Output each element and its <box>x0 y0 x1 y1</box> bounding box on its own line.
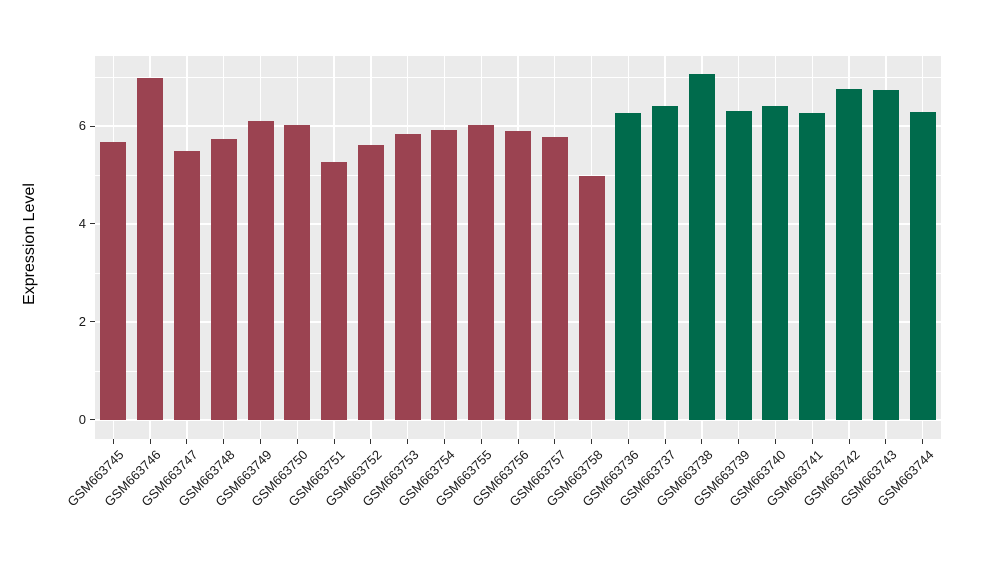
bar-GSM663745 <box>100 141 127 420</box>
bar-GSM663742 <box>836 88 863 420</box>
y-tick-mark <box>90 125 95 127</box>
bar-GSM663753 <box>394 133 421 420</box>
bar-GSM663749 <box>247 121 274 420</box>
x-tick-mark <box>627 439 629 444</box>
x-tick-mark <box>186 439 188 444</box>
bar-GSM663743 <box>872 90 899 420</box>
bar-GSM663754 <box>431 129 458 420</box>
x-tick-mark <box>443 439 445 444</box>
bar-GSM663744 <box>909 111 936 420</box>
x-tick-mark <box>701 439 703 444</box>
y-tick-label: 4 <box>78 215 86 231</box>
y-tick-label: 6 <box>78 118 86 134</box>
x-tick-mark <box>370 439 372 444</box>
bar-GSM663750 <box>284 124 311 420</box>
y-tick-mark <box>90 419 95 421</box>
x-tick-mark <box>591 439 593 444</box>
x-tick-mark <box>811 439 813 444</box>
x-tick-mark <box>922 439 924 444</box>
x-tick-mark <box>407 439 409 444</box>
x-tick-mark <box>774 439 776 444</box>
bar-GSM663746 <box>137 78 164 420</box>
bar-GSM663752 <box>357 145 384 420</box>
x-tick-mark <box>260 439 262 444</box>
gridline-minor <box>95 76 941 78</box>
bar-GSM663740 <box>762 105 789 420</box>
y-axis-title: Expression Level <box>21 183 38 305</box>
bar-GSM663758 <box>578 175 605 420</box>
x-tick-mark <box>480 439 482 444</box>
bar-GSM663756 <box>505 130 531 420</box>
x-tick-mark <box>664 439 666 444</box>
plot-panel <box>95 56 941 439</box>
x-tick-mark <box>296 439 298 444</box>
bar-GSM663747 <box>173 150 200 420</box>
bar-GSM663741 <box>799 112 826 420</box>
bar-GSM663751 <box>321 161 348 420</box>
bar-GSM663755 <box>468 125 495 420</box>
x-tick-mark <box>848 439 850 444</box>
x-tick-mark <box>554 439 556 444</box>
y-tick-label: 0 <box>78 411 86 427</box>
bar-GSM663757 <box>541 136 568 420</box>
x-tick-mark <box>112 439 114 444</box>
gridline-major <box>95 419 941 421</box>
y-tick-mark <box>90 321 95 323</box>
x-tick-mark <box>333 439 335 444</box>
bar-GSM663738 <box>688 74 715 420</box>
x-tick-mark <box>738 439 740 444</box>
gridline-major <box>95 125 941 127</box>
x-tick-mark <box>517 439 519 444</box>
x-tick-mark <box>885 439 887 444</box>
y-tick-label: 2 <box>78 313 86 329</box>
x-tick-mark <box>149 439 151 444</box>
x-tick-mark <box>223 439 225 444</box>
bar-GSM663737 <box>652 105 679 420</box>
bar-GSM663748 <box>210 139 237 420</box>
bar-GSM663739 <box>725 110 752 420</box>
y-tick-mark <box>90 223 95 225</box>
bar-GSM663736 <box>615 112 642 420</box>
